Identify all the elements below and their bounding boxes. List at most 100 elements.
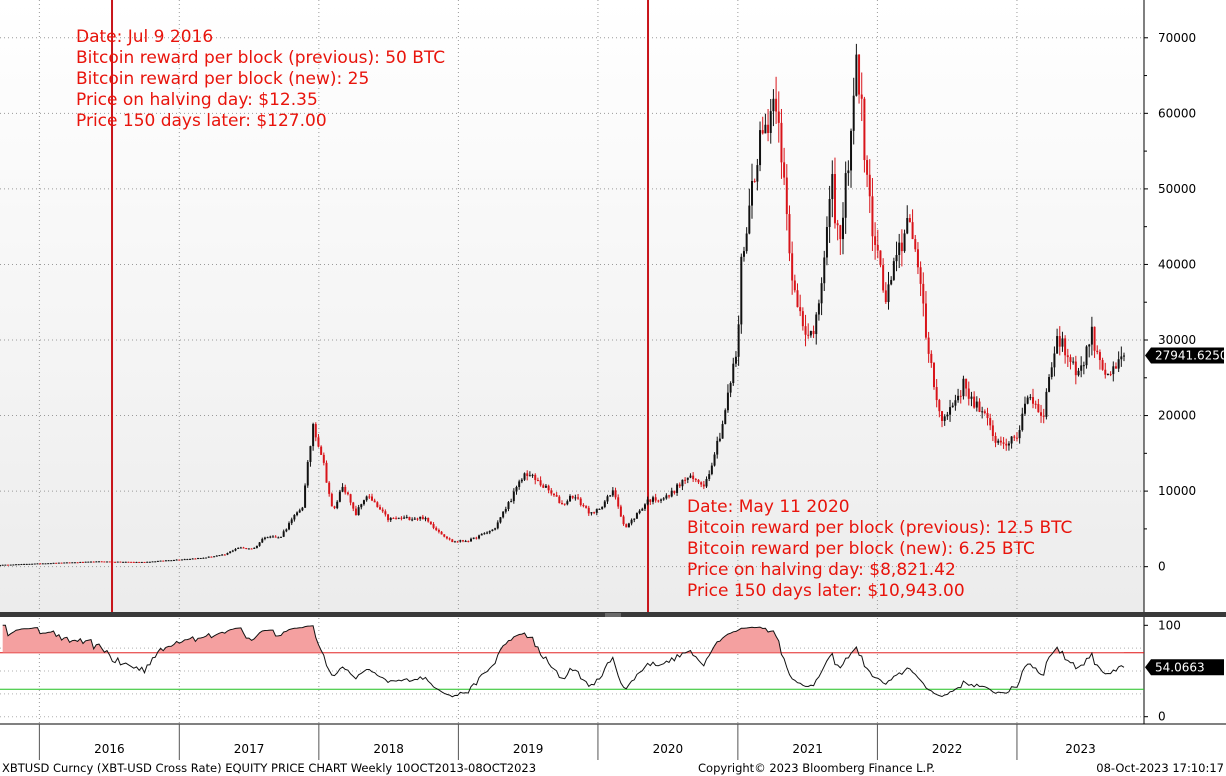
candle-body bbox=[708, 474, 711, 480]
annotation-2016-line-2: Bitcoin reward per block (previous): 50 … bbox=[76, 48, 445, 68]
y-tick-label: 60000 bbox=[1158, 106, 1196, 120]
candle-body bbox=[804, 326, 807, 335]
candle-body bbox=[609, 495, 612, 497]
candle-body bbox=[542, 485, 545, 488]
candle-body bbox=[879, 250, 882, 266]
candle-body bbox=[502, 511, 505, 518]
candle-body bbox=[285, 529, 288, 532]
candle-body bbox=[785, 177, 788, 215]
candle-body bbox=[360, 504, 363, 508]
candle-body bbox=[839, 225, 842, 240]
candle-body bbox=[245, 548, 248, 550]
candle-body bbox=[116, 561, 119, 563]
annotation-2016-line-1: Date: Jul 9 2016 bbox=[76, 27, 213, 47]
candle-body bbox=[1032, 397, 1035, 404]
annotation-2020-line-5: Price 150 days later: $10,943.00 bbox=[687, 581, 965, 601]
candle-body bbox=[451, 539, 454, 543]
candle-body bbox=[769, 111, 772, 133]
candle-body bbox=[68, 562, 71, 564]
candle-body bbox=[320, 446, 323, 455]
rsi-last-value-tag: 54.0663 bbox=[1145, 659, 1224, 676]
candle-body bbox=[702, 484, 705, 487]
candle-body bbox=[638, 510, 641, 514]
candle-body bbox=[475, 537, 478, 539]
candle-body bbox=[491, 529, 494, 531]
annotation-2020-line-3: Bitcoin reward per block (new): 6.25 BTC bbox=[687, 539, 1035, 559]
candle-body bbox=[202, 557, 205, 559]
candle-body bbox=[700, 482, 703, 485]
candle-body bbox=[392, 517, 395, 519]
price-last-value: 27941.6250 bbox=[1155, 349, 1226, 363]
candle-body bbox=[395, 518, 398, 520]
candle-body bbox=[419, 516, 422, 519]
candle-body bbox=[756, 165, 759, 182]
candle-body bbox=[1101, 360, 1104, 370]
candle-body bbox=[587, 507, 590, 514]
candle-body bbox=[106, 561, 109, 563]
y-tick-labels: 0 10000 20000 30000 40000 50000 60000 70000 0 100 bbox=[1144, 31, 1196, 724]
footer-bar bbox=[0, 760, 1226, 776]
candle-body bbox=[729, 383, 732, 393]
candle-body bbox=[298, 510, 301, 513]
candle-body bbox=[718, 438, 721, 441]
candle-body bbox=[1123, 355, 1125, 357]
candle-body bbox=[1069, 357, 1072, 363]
candle-body bbox=[962, 378, 965, 397]
candle-body bbox=[726, 392, 729, 411]
candle-body bbox=[87, 561, 90, 563]
candle-body bbox=[938, 400, 941, 412]
candle-body bbox=[986, 413, 989, 419]
footer-left: XBTUSD Curncy (XBT-USD Cross Rate) EQUIT… bbox=[2, 761, 536, 775]
panel-resize-handle[interactable] bbox=[605, 613, 621, 617]
candle-body bbox=[555, 495, 558, 497]
candle-body bbox=[574, 497, 577, 499]
candle-body bbox=[376, 502, 379, 508]
candle-body bbox=[499, 517, 502, 523]
y-tick-label: 50000 bbox=[1158, 182, 1196, 196]
candle-body bbox=[930, 353, 933, 364]
candle-body bbox=[1120, 356, 1123, 360]
x-tick-label: 2016 bbox=[94, 742, 125, 756]
candle-body bbox=[836, 223, 839, 226]
candle-body bbox=[526, 473, 529, 476]
candle-body bbox=[63, 562, 66, 564]
candle-body bbox=[571, 495, 574, 498]
candle-body bbox=[1109, 373, 1112, 375]
candle-body bbox=[970, 396, 973, 399]
candle-body bbox=[189, 558, 192, 560]
candle-body bbox=[4, 564, 7, 566]
candle-body bbox=[911, 222, 914, 240]
candle-body bbox=[400, 517, 403, 519]
candle-body bbox=[606, 496, 609, 502]
candle-body bbox=[1013, 436, 1016, 438]
y-tick-label: 30000 bbox=[1158, 333, 1196, 347]
candle-body bbox=[488, 530, 491, 533]
annotation-2020-line-1: Date: May 11 2020 bbox=[687, 497, 850, 517]
candle-body bbox=[12, 564, 15, 566]
x-tick-label: 2020 bbox=[653, 742, 684, 756]
candle-body bbox=[312, 424, 315, 447]
candle-body bbox=[95, 561, 98, 563]
candle-body bbox=[354, 508, 357, 516]
candle-body bbox=[103, 561, 106, 563]
candle-body bbox=[801, 311, 804, 327]
candle-body bbox=[764, 124, 767, 134]
candle-body bbox=[916, 249, 919, 268]
candle-body bbox=[143, 561, 146, 563]
annotation-2020-line-2: Bitcoin reward per block (previous): 12.… bbox=[687, 518, 1072, 538]
candle-body bbox=[108, 561, 111, 563]
candle-body bbox=[761, 130, 764, 134]
candle-body bbox=[595, 509, 598, 513]
candle-body bbox=[218, 555, 221, 557]
candle-body bbox=[603, 501, 606, 507]
candle-body bbox=[967, 388, 970, 399]
candle-body bbox=[994, 435, 997, 443]
candle-body bbox=[408, 516, 411, 521]
candle-body bbox=[71, 562, 74, 564]
candle-body bbox=[23, 563, 26, 565]
candle-body bbox=[552, 493, 555, 496]
y-tick-label: 70000 bbox=[1158, 31, 1196, 45]
candle-body bbox=[148, 561, 151, 563]
candle-body bbox=[633, 518, 636, 520]
candle-body bbox=[140, 561, 143, 563]
